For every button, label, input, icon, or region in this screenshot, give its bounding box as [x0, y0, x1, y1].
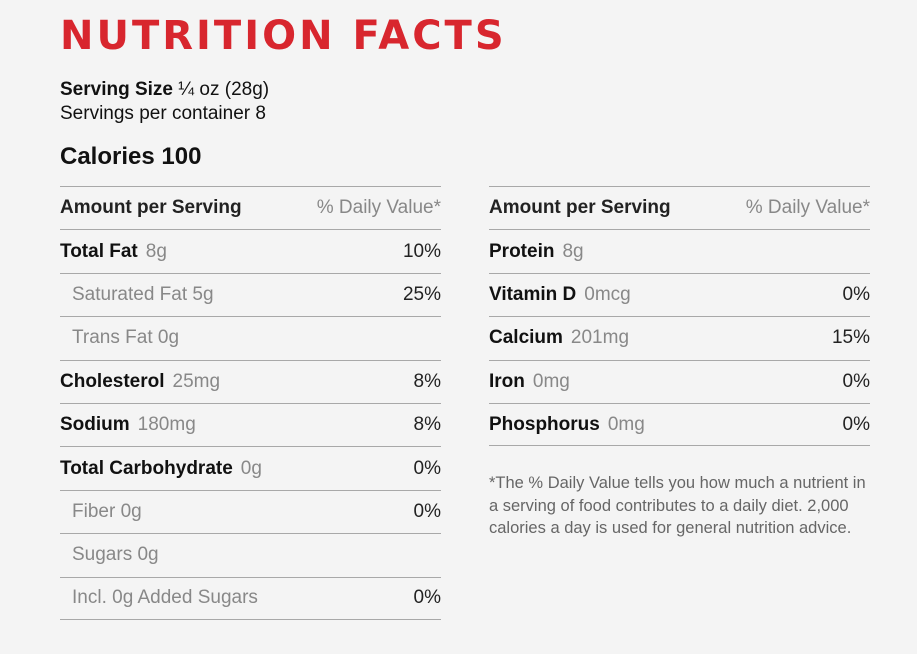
nutrient-amount: 0mg: [532, 370, 570, 392]
daily-value-header: % Daily Value*: [316, 197, 441, 219]
daily-value-percent: 0%: [413, 457, 441, 479]
serving-size-value: ¼ oz (28g): [178, 79, 270, 100]
page-title: NUTRITION FACTS: [60, 13, 507, 59]
nutrient-name: Fiber 0g: [72, 500, 142, 522]
nutrient-name: Trans Fat 0g: [72, 327, 180, 349]
calories: Calories 100: [60, 143, 202, 170]
table-row: Trans Fat 0g: [60, 316, 441, 359]
nutrient-name: Saturated Fat 5g: [72, 283, 214, 305]
daily-value-footnote: *The % Daily Value tells you how much a …: [489, 474, 866, 537]
table-row: Total Fat 8g 10%: [60, 229, 441, 272]
nutrient-name: Incl. 0g Added Sugars: [72, 587, 258, 609]
nutrient-amount: 201mg: [570, 327, 630, 349]
nutrient-amount: 0mg: [607, 413, 645, 435]
table-row: Fiber 0g 0%: [60, 489, 441, 533]
nutrient-label: Iron: [489, 370, 525, 392]
serving-info: Serving Size ¼ oz (28g) Servings per con…: [60, 78, 269, 126]
daily-value-percent: 8%: [413, 370, 441, 392]
nutrient-label: Protein: [489, 240, 555, 262]
nutrient-label: Vitamin D: [489, 283, 577, 305]
nutrient-amount: 8g: [145, 240, 167, 262]
nutrient-label: Phosphorus: [489, 413, 600, 435]
daily-value-percent: 10%: [402, 240, 441, 262]
daily-value-percent: 0%: [413, 500, 441, 522]
nutrient-amount: 0g: [240, 457, 262, 479]
servings-per-container: Servings per container 8: [60, 103, 266, 124]
nutrient-name: Sugars 0g: [72, 544, 159, 566]
table-row: Vitamin D 0mcg 0%: [489, 272, 870, 316]
amount-header: Amount per Serving: [60, 197, 242, 219]
nutrient-name: Calcium 201mg: [489, 327, 629, 349]
daily-value-percent: 15%: [831, 327, 870, 349]
nutrient-amount: 25mg: [172, 370, 221, 392]
table-row: Calcium 201mg 15%: [489, 316, 870, 359]
daily-value-percent: 0%: [842, 370, 870, 392]
amount-header: Amount per Serving: [489, 197, 671, 219]
table-row: Iron 0mg 0%: [489, 359, 870, 403]
daily-value-percent: 25%: [402, 283, 441, 305]
table-row: Cholesterol 25mg 8%: [60, 359, 441, 403]
table-row: Saturated Fat 5g 25%: [60, 272, 441, 316]
nutrient-label: Total Fat: [60, 240, 138, 262]
serving-size: Serving Size ¼ oz (28g): [60, 78, 269, 102]
nutrient-label: Cholesterol: [60, 370, 165, 392]
nutrient-name: Iron 0mg: [489, 371, 570, 393]
nutrient-table-right: Amount per Serving % Daily Value* Protei…: [489, 186, 870, 447]
nutrient-name: Total Carbohydrate 0g: [60, 458, 262, 480]
nutrient-name: Protein 8g: [489, 241, 584, 263]
table-header: Amount per Serving % Daily Value*: [60, 186, 441, 229]
nutrient-label: Sodium: [60, 414, 130, 436]
nutrient-label: Calcium: [489, 327, 563, 349]
nutrient-name: Total Fat 8g: [60, 241, 167, 263]
nutrient-name: Phosphorus 0mg: [489, 414, 645, 436]
nutrient-name: Sodium 180mg: [60, 414, 196, 436]
nutrient-table-left: Amount per Serving % Daily Value* Total …: [60, 186, 441, 620]
table-row: Sugars 0g: [60, 533, 441, 576]
nutrient-label: Total Carbohydrate: [60, 457, 233, 479]
table-row: Phosphorus 0mg 0%: [489, 402, 870, 447]
table-row: Incl. 0g Added Sugars 0%: [60, 576, 441, 620]
nutrient-amount: 180mg: [137, 414, 196, 436]
nutrient-name: Vitamin D 0mcg: [489, 284, 631, 306]
serving-size-label: Serving Size: [60, 79, 173, 100]
daily-value-header: % Daily Value*: [745, 197, 870, 219]
daily-value-percent: 0%: [413, 587, 441, 609]
table-row: Sodium 180mg 8%: [60, 402, 441, 446]
table-header: Amount per Serving % Daily Value*: [489, 186, 870, 229]
nutrient-amount: 0mcg: [584, 283, 631, 305]
daily-value-percent: 0%: [842, 413, 870, 435]
nutrient-rows-left: Total Fat 8g 10% Saturated Fat 5g 25% Trans F…: [60, 229, 441, 620]
daily-value-percent: 0%: [842, 283, 870, 305]
table-row: Protein 8g: [489, 229, 870, 272]
nutrient-amount: 8g: [562, 240, 584, 262]
daily-value-percent: 8%: [413, 414, 441, 436]
nutrient-name: Cholesterol 25mg: [60, 371, 220, 393]
nutrient-rows-right: Protein 8g Vitamin D 0mcg 0% Calcium 201mg 15% I…: [489, 229, 870, 447]
table-row: Total Carbohydrate 0g 0%: [60, 446, 441, 489]
